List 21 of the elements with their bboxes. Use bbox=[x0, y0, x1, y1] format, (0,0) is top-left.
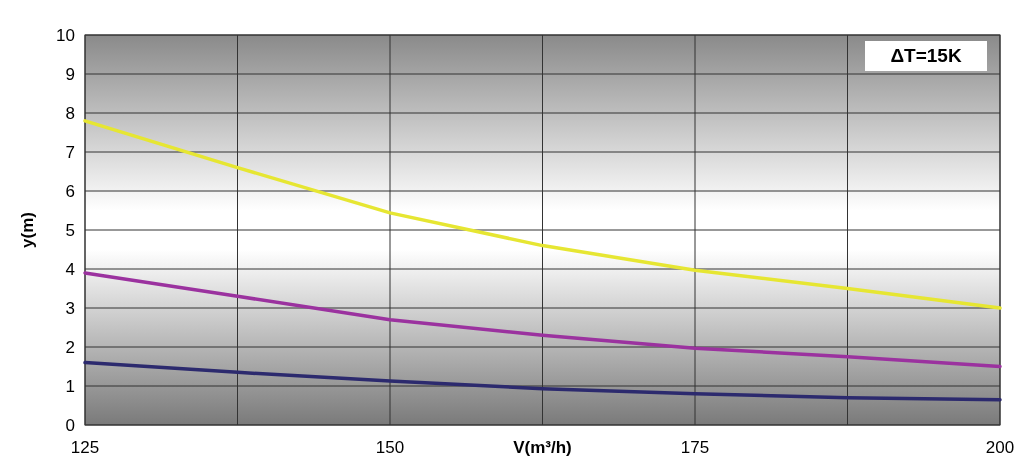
line-series bbox=[83, 119, 1002, 310]
x-tick-label: 200 bbox=[985, 438, 1015, 457]
y-tick-label: 2 bbox=[65, 337, 75, 357]
x-tick-label: 175 bbox=[680, 438, 710, 457]
annotation: ΔT=15K bbox=[890, 45, 962, 66]
y-tick-label: 0 bbox=[65, 415, 75, 435]
y-axis-title: y(m) bbox=[18, 212, 37, 248]
y-tick-label: 3 bbox=[65, 298, 75, 318]
x-axis-title: V(m³/h) bbox=[513, 438, 572, 457]
y-tick-label: 9 bbox=[65, 64, 75, 84]
y-tick-label: 1 bbox=[65, 376, 75, 396]
x-tick-label: 125 bbox=[70, 438, 100, 457]
y-tick-label: 5 bbox=[65, 220, 75, 240]
y-tick-label: 7 bbox=[65, 142, 75, 162]
y-tick-label: 10 bbox=[56, 25, 75, 45]
line-series bbox=[83, 360, 1002, 402]
y-tick-label: 6 bbox=[65, 181, 75, 201]
line-series bbox=[83, 271, 1002, 369]
y-tick-label: 4 bbox=[65, 259, 75, 279]
y-tick-label: 8 bbox=[65, 103, 75, 123]
x-tick-label: 150 bbox=[375, 438, 405, 457]
